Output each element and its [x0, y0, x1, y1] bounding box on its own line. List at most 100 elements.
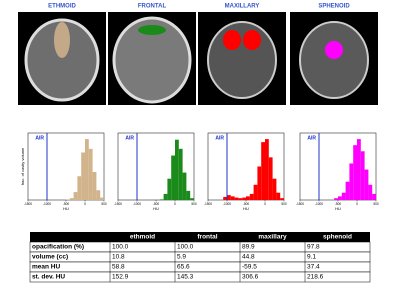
x-tick-label: 0: [174, 202, 176, 206]
bar: [159, 199, 164, 200]
bar: [261, 142, 265, 200]
table-cell: 89.9: [242, 244, 255, 251]
table-cell: 37.4: [307, 264, 320, 271]
table-cell: 44.8: [242, 254, 255, 261]
bar: [238, 198, 243, 200]
image-label: SPHENOID: [318, 4, 350, 10]
bar: [349, 163, 354, 200]
bar: [268, 157, 273, 200]
bar: [77, 176, 82, 200]
bar: [253, 184, 258, 200]
skull: [207, 21, 277, 99]
x-tick-label: 0: [356, 202, 358, 206]
bar: [364, 169, 369, 200]
region: [223, 30, 241, 50]
bar: [167, 178, 172, 200]
skull: [299, 21, 369, 99]
bar: [360, 151, 365, 200]
x-tick-label: -1500: [296, 202, 304, 206]
table-header: maxillary: [258, 234, 287, 241]
table-cell: -59.5: [242, 264, 257, 271]
table-cell: mean HU: [32, 264, 60, 271]
air-label: AIR: [215, 135, 224, 141]
bar: [338, 196, 342, 200]
air-label: AIR: [35, 135, 44, 141]
x-tick-label: -1000: [223, 202, 231, 206]
table-cell: 145.3: [177, 274, 194, 281]
air-label: AIR: [125, 135, 134, 141]
bar: [234, 197, 239, 200]
x-axis-label: HU: [153, 206, 159, 211]
image-label: MAXILLARY: [225, 4, 260, 10]
bar: [230, 196, 235, 200]
table-cell: 306.6: [242, 274, 259, 281]
bar: [186, 190, 191, 200]
bar: [246, 196, 250, 200]
bar: [368, 184, 373, 200]
table-header-bg: [30, 232, 370, 242]
x-tick-label: 500: [373, 202, 379, 206]
bar: [242, 197, 246, 200]
bar: [81, 152, 85, 200]
bar: [345, 181, 350, 200]
bar: [280, 198, 284, 200]
x-tick-label: -1000: [43, 202, 51, 206]
bar: [182, 172, 187, 200]
bar: [276, 192, 281, 200]
region: [138, 25, 166, 35]
bar: [96, 190, 101, 200]
bar: [178, 148, 183, 200]
bar: [163, 193, 168, 200]
bar: [357, 139, 361, 200]
table-cell: opacification (%): [32, 244, 84, 251]
x-tick-label: -500: [153, 202, 160, 206]
bar: [69, 198, 74, 200]
table-cell: volume (cc): [32, 254, 68, 261]
x-tick-label: -500: [243, 202, 250, 206]
air-label: AIR: [307, 135, 316, 141]
table-cell: 97.8: [307, 244, 320, 251]
x-tick-label: 0: [84, 202, 86, 206]
skull: [112, 16, 192, 104]
bar: [100, 197, 104, 200]
table-cell: 58.8: [112, 264, 125, 271]
x-tick-label: 500: [281, 202, 287, 206]
region: [243, 30, 261, 50]
image-label: ETHMOID: [48, 4, 76, 10]
table-row: [29, 271, 371, 283]
skull: [24, 18, 100, 102]
bar: [334, 198, 338, 200]
bar: [341, 192, 346, 200]
x-axis-label: HU: [63, 206, 69, 211]
region: [325, 41, 343, 59]
bar: [272, 178, 277, 200]
bar: [265, 139, 269, 200]
table-cell: 9.1: [307, 254, 316, 261]
bar: [372, 193, 376, 200]
table-header: ethmoid: [130, 234, 155, 241]
bar: [223, 196, 227, 200]
bar: [171, 155, 175, 200]
bar: [85, 139, 89, 200]
x-tick-label: 500: [191, 202, 197, 206]
table-cell: 100.0: [112, 244, 129, 251]
x-tick-label: 500: [101, 202, 107, 206]
x-tick-label: -1500: [204, 202, 212, 206]
table-cell: 5.9: [177, 254, 186, 261]
bar: [190, 198, 194, 200]
x-tick-label: -1000: [133, 202, 141, 206]
table-cell: 10.8: [112, 254, 125, 261]
x-tick-label: -1000: [315, 202, 323, 206]
x-tick-label: 0: [264, 202, 266, 206]
bar: [257, 166, 262, 200]
x-axis-label: HU: [335, 206, 341, 211]
table-row: [29, 251, 371, 263]
table-cell: 152.9: [112, 274, 129, 281]
region: [54, 22, 70, 58]
y-axis-label: frac. of cavity volume: [20, 147, 25, 185]
bar: [227, 195, 231, 200]
bar: [175, 139, 179, 200]
bar: [66, 199, 70, 200]
table-cell: st. dev. HU: [32, 274, 65, 281]
